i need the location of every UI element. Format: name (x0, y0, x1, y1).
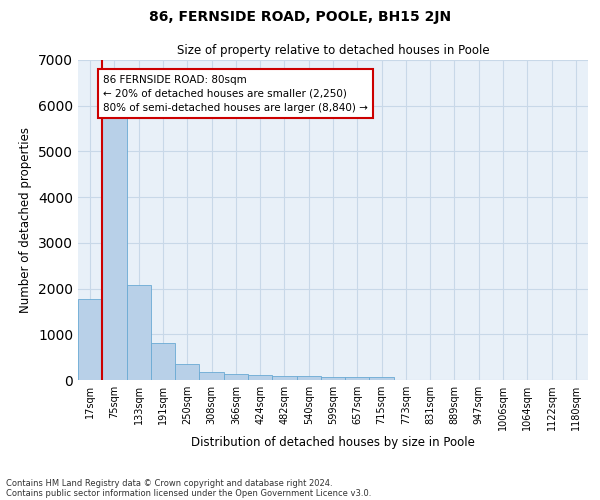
Bar (175, 364, 199, 380)
Text: 86, FERNSIDE ROAD, POOLE, BH15 2JN: 86, FERNSIDE ROAD, POOLE, BH15 2JN (149, 10, 451, 24)
X-axis label: Distribution of detached houses by size in Poole: Distribution of detached houses by size … (191, 436, 475, 449)
Bar (102, 115, 127, 380)
Bar (151, 344, 175, 380)
Bar (321, 376, 345, 380)
Bar (78, 298, 102, 380)
Text: Contains public sector information licensed under the Open Government Licence v3: Contains public sector information licen… (6, 488, 371, 498)
Bar (224, 374, 248, 380)
Text: Contains HM Land Registry data © Crown copyright and database right 2024.: Contains HM Land Registry data © Crown c… (6, 478, 332, 488)
Title: Size of property relative to detached houses in Poole: Size of property relative to detached ho… (176, 44, 490, 58)
Bar (248, 375, 272, 380)
Y-axis label: Number of detached properties: Number of detached properties (19, 127, 32, 313)
Bar (370, 377, 394, 380)
Bar (296, 376, 321, 380)
Bar (127, 285, 151, 380)
Bar (199, 372, 224, 380)
Text: 86 FERNSIDE ROAD: 80sqm
← 20% of detached houses are smaller (2,250)
80% of semi: 86 FERNSIDE ROAD: 80sqm ← 20% of detache… (103, 74, 368, 112)
Bar (272, 376, 296, 380)
Bar (345, 377, 370, 380)
